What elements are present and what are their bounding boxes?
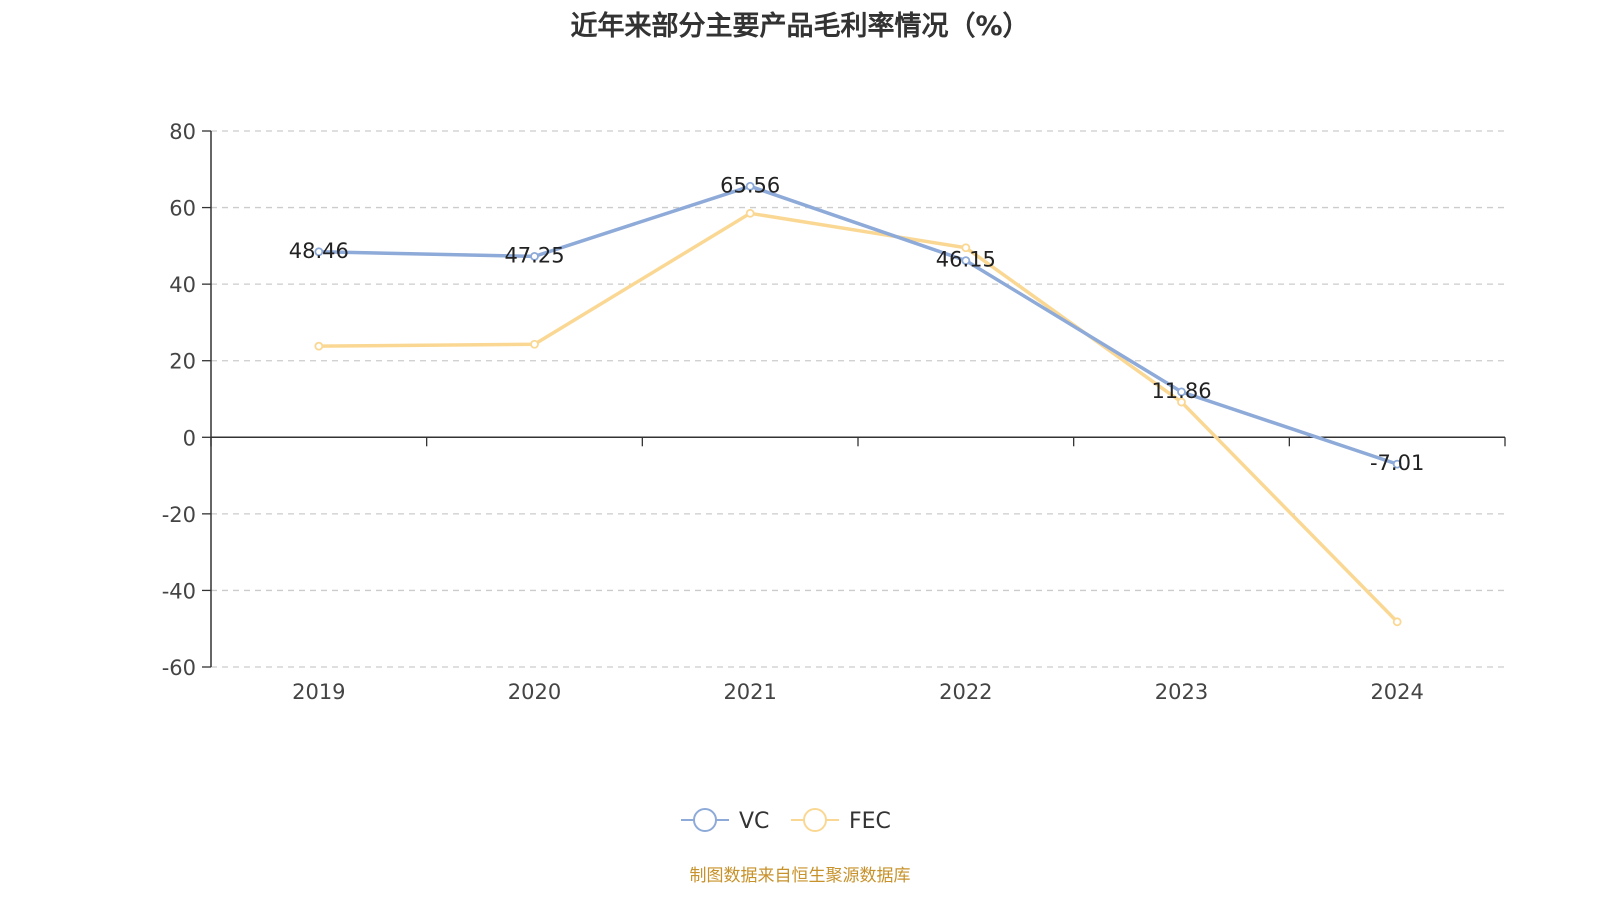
data-point-fec — [1392, 617, 1402, 627]
data-point-fec — [314, 341, 324, 351]
x-tick-label: 2020 — [508, 680, 561, 704]
y-tick-label: 60 — [169, 197, 196, 221]
legend-label-vc: VC — [739, 809, 769, 834]
data-labels: 48.46 47.25 65.56 46.15 11.86 -7.01 — [289, 173, 1425, 475]
data-point-fec — [530, 339, 539, 349]
data-point-vc — [314, 247, 324, 257]
x-tick-label: 2022 — [939, 680, 992, 704]
data-label: 47.25 — [504, 243, 564, 267]
series-lines — [314, 181, 1402, 627]
y-tick-label: 0 — [183, 426, 196, 450]
data-point-vc — [745, 181, 755, 191]
data-label: 11.86 — [1151, 379, 1211, 403]
gridlines — [211, 130, 1505, 668]
series-line-fec — [318, 211, 1399, 624]
data-point-vc — [530, 251, 539, 261]
data-label: 46.15 — [936, 248, 996, 272]
y-tick-label: -20 — [162, 503, 196, 527]
legend-marker-fec — [803, 808, 827, 832]
data-point-vc — [1392, 459, 1402, 469]
source-note: 制图数据来自恒生聚源数据库 — [689, 866, 911, 886]
x-tick-label: 2023 — [1155, 680, 1208, 704]
data-point-vc — [1177, 387, 1186, 397]
y-tick-label: 20 — [169, 350, 196, 374]
data-point-fec — [961, 243, 971, 253]
y-tick-label: 40 — [169, 273, 196, 297]
data-point-vc — [961, 256, 971, 265]
legend: VC FEC — [681, 808, 891, 834]
chart-title: 近年来部分主要产品毛利率情况（%） — [570, 11, 1030, 42]
legend-marker-vc — [693, 808, 717, 832]
x-tick-label: 2024 — [1370, 680, 1423, 704]
y-tick-label: -60 — [162, 656, 196, 680]
y-tick-label: 80 — [169, 120, 196, 144]
data-label: 48.46 — [289, 239, 349, 263]
axes: -60 -40 -20 0 20 40 60 80 2019 2020 2021 2022 2023 20… — [162, 120, 1506, 704]
x-tick-label: 2019 — [292, 680, 345, 704]
legend-label-fec: FEC — [849, 809, 891, 834]
data-point-fec — [1177, 397, 1186, 407]
x-tick-label: 2021 — [723, 680, 776, 704]
y-tick-label: -40 — [162, 579, 196, 603]
data-label: 65.56 — [720, 173, 780, 197]
data-label: -7.01 — [1370, 451, 1424, 475]
series-line-vc — [318, 184, 1398, 466]
data-point-fec — [745, 208, 755, 218]
